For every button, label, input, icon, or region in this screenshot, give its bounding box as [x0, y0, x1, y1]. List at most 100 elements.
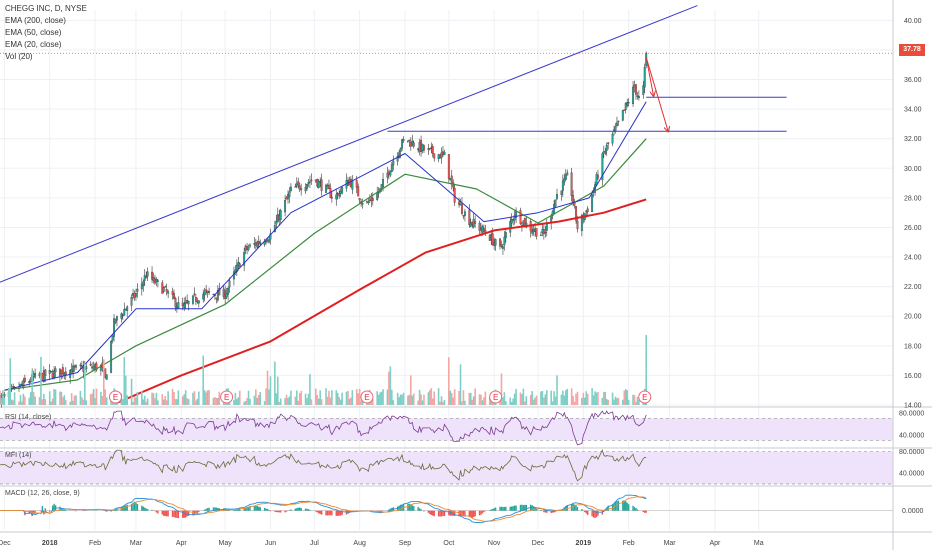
volume-bar [550, 390, 552, 405]
macd-hist-bar [49, 510, 51, 512]
mfi-label: MFI (14) [5, 452, 32, 459]
volume-bar [522, 388, 525, 405]
volume-bar [541, 390, 544, 405]
macd-hist-bar [525, 504, 528, 511]
macd-hist-bar [453, 510, 456, 516]
macd-hist-bar [413, 506, 415, 511]
volume-bar [638, 399, 640, 405]
volume-bar [94, 398, 96, 405]
volume-bar [575, 393, 577, 405]
volume-bar [570, 388, 573, 405]
candle-body [203, 291, 206, 296]
volume-bar [592, 395, 595, 405]
volume-bar [391, 389, 393, 405]
volume-bar [268, 389, 270, 405]
volume-bar [379, 392, 381, 405]
candle-body [218, 287, 221, 296]
rsi-label: RSI (14, close) [5, 414, 52, 421]
volume-bar [157, 400, 159, 405]
candle-body [268, 239, 270, 243]
candle-body [626, 102, 629, 106]
volume-bar [256, 397, 259, 405]
earnings-label: E [224, 393, 229, 402]
candle-body [225, 293, 228, 298]
macd-hist-bar [471, 510, 473, 519]
volume-bar [459, 364, 462, 405]
candle-body [358, 198, 361, 201]
macd-hist-bar [519, 504, 522, 511]
volume-bar [101, 396, 104, 405]
macd-hist-bar [294, 508, 297, 511]
macd-hist-bar [587, 510, 589, 516]
candle-body [28, 381, 31, 383]
macd-hist-bar [470, 510, 472, 518]
price-tick-label: 28.00 [904, 195, 922, 202]
macd-hist-bar [266, 508, 269, 511]
candle-body [247, 247, 250, 250]
volume-bar [294, 396, 297, 405]
macd-hist-bar [31, 510, 33, 517]
candle-body [412, 142, 415, 147]
candle-body [396, 155, 399, 162]
candle-body [564, 174, 567, 180]
volume-bar [184, 390, 187, 405]
candle-body [539, 234, 542, 236]
volume-bar [85, 400, 88, 405]
volume-bar [317, 398, 320, 405]
macd-hist-bar [247, 506, 250, 511]
macd-hist-bar [307, 509, 310, 511]
volume-bar [392, 400, 395, 405]
volume-bar [581, 397, 583, 405]
volume-bar [18, 401, 20, 405]
volume-bar [423, 394, 425, 405]
candle-body [61, 367, 64, 375]
macd-hist-bar [299, 507, 301, 511]
volume-bar [19, 395, 22, 405]
candle-body [249, 244, 251, 247]
volume-bar [355, 389, 358, 405]
candle-body [510, 218, 513, 224]
macd-hist-bar [449, 510, 451, 516]
candle-body [300, 188, 303, 191]
candle-body [140, 283, 143, 290]
macd-hist-bar [464, 510, 466, 517]
macd-hist-bar [576, 507, 579, 511]
macd-hist-bar [581, 509, 583, 511]
volume-bar [0, 390, 1, 405]
volume-bar [604, 391, 607, 405]
candle-body [187, 301, 190, 305]
candle-body [361, 203, 364, 205]
macd-hist-bar [106, 510, 108, 512]
macd-hist-bar [328, 510, 330, 516]
candle-body [545, 223, 548, 231]
candle-body [156, 280, 159, 282]
candle-body [114, 318, 117, 323]
earnings-label: E [113, 393, 118, 402]
candle-body [44, 369, 47, 376]
candle-body [320, 179, 323, 191]
macd-hist-bar [500, 506, 503, 511]
macd-hist-bar [163, 510, 165, 516]
macd-hist-bar [623, 500, 625, 511]
macd-hist-bar [443, 510, 446, 516]
candle-body [632, 86, 634, 105]
candle-body [110, 341, 113, 373]
volume-bar [82, 399, 85, 405]
volume-bar [553, 391, 555, 405]
earnings-marker [638, 390, 652, 404]
volume-bar [70, 393, 73, 405]
candle-body [105, 374, 108, 380]
volume-bar [161, 394, 164, 405]
candle-body [440, 152, 443, 159]
macd-hist-bar [478, 510, 481, 516]
volume-bar [540, 391, 542, 405]
volume-bar [515, 388, 517, 405]
volume-bar [603, 391, 605, 405]
volume-bar [92, 389, 95, 405]
volume-bar [314, 388, 317, 405]
candle-body [164, 286, 167, 288]
macd-hist-bar [133, 501, 136, 511]
mfi-panel [0, 448, 647, 482]
